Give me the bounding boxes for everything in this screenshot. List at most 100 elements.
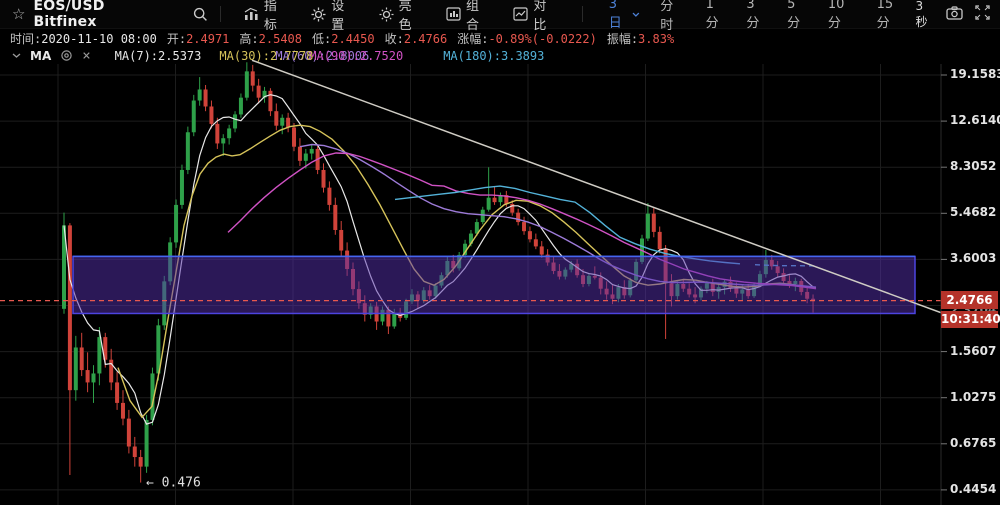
ma60-readout: MA(60):2.8006: [275, 48, 370, 63]
low-price-annotation: ← 0.476: [146, 476, 201, 491]
change-label: 涨幅:: [457, 31, 489, 46]
candle-body: [62, 225, 66, 309]
candle-body: [233, 114, 238, 129]
candle-body: [144, 419, 149, 467]
candle-body: [256, 85, 261, 98]
chevron-down-icon: [632, 12, 640, 17]
high-value: 2.5408: [258, 31, 303, 46]
close-label: 收:: [384, 31, 404, 46]
candle-body: [197, 89, 202, 101]
axis-price-label: 1.5607: [950, 344, 997, 358]
candle-body: [174, 204, 179, 243]
drawn-trendline[interactable]: [251, 59, 949, 316]
low-label: 低:: [312, 31, 332, 46]
interval-tab-10min[interactable]: 10分: [827, 0, 845, 31]
candle-body: [132, 446, 137, 458]
indicators-button[interactable]: 指标: [244, 0, 289, 33]
countdown-badge: 10:31:40: [941, 311, 1000, 328]
candle-body: [468, 233, 473, 244]
interval-tab-3day[interactable]: 3日: [609, 0, 640, 31]
candle-body: [510, 203, 515, 213]
candle-body: [504, 195, 509, 204]
candle-body: [386, 309, 391, 327]
open-label: 开:: [166, 31, 187, 46]
candle-body: [79, 347, 84, 371]
candle-body: [309, 148, 314, 154]
candle-body: [522, 222, 527, 232]
indicators-label: 指标: [263, 0, 277, 33]
time-value: 2020-11-10 08:00: [41, 31, 157, 46]
axis-price-label: 8.3052: [950, 159, 997, 173]
compare-icon: [513, 7, 528, 21]
candle-body: [303, 153, 308, 161]
current-price-badge: 2.4766: [941, 291, 998, 309]
candle-body: [262, 90, 267, 98]
candle-body: [339, 229, 344, 251]
top-toolbar: ☆ EOS/USD Bitfinex 指标 设置 亮色 组合 对比: [0, 0, 1000, 33]
candle-body: [498, 195, 503, 203]
candle-body: [533, 239, 538, 247]
ma-settings-icon[interactable]: [60, 49, 73, 62]
ma180-readout: MA(180):3.3893: [443, 48, 545, 63]
chevron-down-icon[interactable]: [12, 53, 21, 58]
settings-button[interactable]: 设置: [311, 0, 356, 33]
axis-price-label: 3.6003: [950, 251, 997, 265]
search-icon[interactable]: [193, 7, 208, 22]
candle-body: [191, 100, 196, 133]
candle-body: [209, 106, 214, 124]
axis-price-label: 19.1583: [950, 67, 1000, 81]
candle-body: [486, 197, 491, 210]
fullscreen-icon[interactable]: [975, 4, 990, 24]
candle-body: [274, 111, 279, 126]
camera-icon[interactable]: [946, 5, 963, 24]
low-value: 2.4450: [331, 31, 375, 46]
theme-label: 亮色: [398, 0, 412, 33]
candle-body: [333, 204, 338, 230]
axis-price-label: 12.6140: [950, 113, 1000, 127]
candle-body: [126, 418, 131, 447]
amplitude-label: 振幅:: [606, 31, 639, 46]
divider: [219, 6, 221, 22]
ma-close-icon[interactable]: ×: [82, 47, 91, 64]
candle-body: [215, 123, 220, 144]
interval-tab-15min[interactable]: 15分: [876, 0, 894, 31]
interval-tab-3min[interactable]: 3分: [746, 0, 760, 31]
candle-body: [286, 117, 291, 128]
change-value: -0.89%(-0.0222): [488, 31, 597, 46]
candle-body: [657, 231, 662, 250]
candle-body: [97, 337, 102, 374]
interval-tab-timeshare[interactable]: 分时: [660, 0, 674, 33]
candle-body: [73, 347, 78, 391]
candle-body: [244, 71, 249, 98]
candle-body: [67, 225, 72, 391]
theme-button[interactable]: 亮色: [379, 0, 424, 33]
ma90-readout: MA(90):2.7520: [309, 48, 404, 63]
time-label: 时间:: [10, 31, 42, 46]
indicator-icon: [244, 7, 259, 21]
candle-body: [221, 138, 226, 144]
symbol-title: EOS/USD Bitfinex: [33, 0, 105, 30]
candle-body: [480, 209, 485, 223]
candle-body: [539, 246, 544, 255]
bar-countdown: 3秒: [915, 0, 928, 29]
candle-body: [297, 146, 302, 161]
candle-body: [645, 213, 650, 239]
interval-tab-5min[interactable]: 5分: [787, 0, 801, 31]
candle-body: [327, 187, 332, 205]
candle-body: [138, 457, 143, 467]
compare-button[interactable]: 对比: [513, 0, 558, 33]
divider: [581, 6, 583, 22]
axis-price-label: 5.4682: [950, 205, 997, 219]
favorite-star-icon[interactable]: ☆: [12, 5, 26, 23]
candle-body: [91, 373, 96, 383]
high-label: 高:: [239, 31, 259, 46]
candle-body: [527, 231, 532, 240]
ma-title: MA: [30, 48, 52, 63]
layout-button[interactable]: 组合: [446, 0, 491, 33]
settings-label: 设置: [331, 0, 345, 33]
candle-body: [492, 197, 497, 203]
interval-tab-1min[interactable]: 1分: [705, 0, 719, 31]
drawn-zone-rectangle[interactable]: [72, 255, 916, 315]
